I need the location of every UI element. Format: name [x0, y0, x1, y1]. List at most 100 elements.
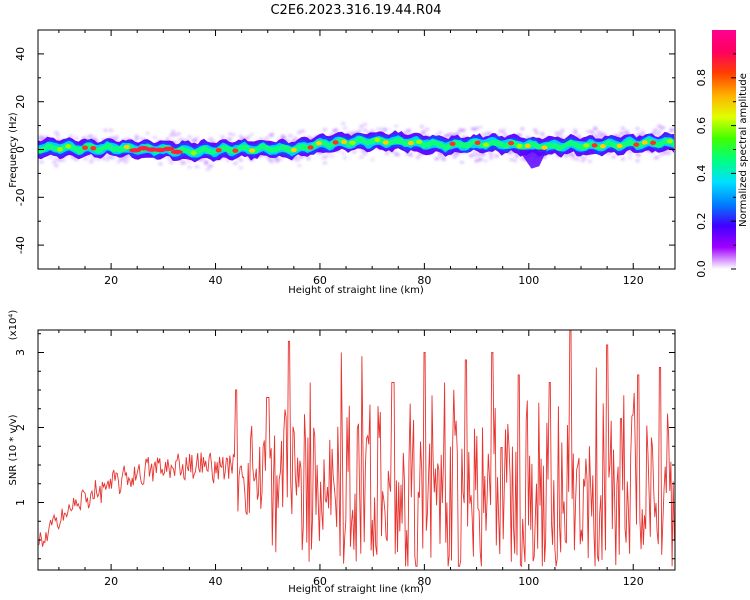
- heat-hot-spot: [474, 140, 481, 145]
- heat-halo-dot: [563, 154, 569, 158]
- heat-halo-dot: [306, 157, 311, 161]
- snr-y-label: SNR (10 * v/v): [8, 414, 19, 485]
- heat-halo-dot: [54, 131, 59, 135]
- heat-halo-dot: [520, 127, 525, 131]
- heat-halo-dot: [121, 158, 127, 162]
- heat-halo-dot: [192, 139, 198, 143]
- colorbar-ticks: 0.0 0.2 0.4 0.6 0.8: [695, 53, 736, 278]
- heat-hot-spot: [583, 143, 590, 148]
- heat-halo-dot: [655, 155, 660, 159]
- heat-hot-spot: [382, 140, 389, 145]
- heat-hot-spot: [81, 145, 88, 150]
- heat-halo-dot: [468, 153, 474, 157]
- heat-halo-dot: [187, 135, 192, 139]
- heat-halo-dot: [134, 134, 139, 139]
- heat-hot-spot: [190, 150, 197, 155]
- heat-hot-spot: [508, 141, 515, 146]
- heat-halo-dot: [571, 153, 576, 157]
- colorbar-tick-label: 0.2: [695, 212, 708, 230]
- heat-halo-dot: [658, 153, 664, 157]
- heat-hot-spot: [307, 145, 314, 150]
- heat-halo-dot: [205, 167, 211, 171]
- heat-halo-dot: [540, 131, 545, 135]
- heat-halo-dot: [501, 128, 507, 132]
- heat-halo-dot: [172, 133, 178, 137]
- heat-halo-dot: [384, 151, 390, 155]
- heat-halo-dot: [532, 128, 538, 132]
- heat-halo-dot: [90, 157, 96, 161]
- heat-halo-dot: [103, 128, 108, 132]
- heat-halo-dot: [534, 131, 540, 135]
- heat-hot-spot: [349, 140, 356, 146]
- spectrogram-y-tick-label: 40: [14, 47, 27, 61]
- heat-halo-dot: [108, 128, 114, 132]
- heat-halo-dot: [330, 154, 335, 158]
- snr-series-line: [38, 330, 675, 568]
- heat-hot-spot: [599, 144, 606, 149]
- heat-halo-dot: [340, 121, 346, 126]
- heat-halo-dot: [370, 129, 375, 133]
- heat-band-dip: [518, 149, 548, 169]
- spectrogram-y-label: Frequency (Hz): [8, 112, 19, 188]
- heat-halo-dot: [448, 132, 454, 136]
- heat-halo-dot: [340, 151, 346, 156]
- heat-halo-dot: [52, 160, 57, 164]
- heat-halo-dot: [55, 133, 61, 137]
- heat-halo-dot: [660, 126, 666, 130]
- heat-halo-dot: [574, 157, 580, 161]
- heat-halo-dot: [54, 164, 59, 168]
- heat-halo-dot: [300, 129, 306, 133]
- spectrogram-y-tick-label: -20: [14, 188, 27, 206]
- heat-halo-dot: [359, 124, 364, 129]
- heat-halo-dot: [342, 156, 348, 160]
- heat-halo-dot: [591, 132, 596, 136]
- heat-halo-dot: [209, 136, 214, 141]
- heat-halo-dot: [596, 130, 602, 134]
- heat-halo-dot: [501, 131, 507, 135]
- spectrogram-x-tick-label: 60: [313, 274, 327, 287]
- heat-hot-spot: [315, 141, 322, 146]
- snr-y-tick-label: 2: [14, 424, 27, 431]
- heat-hot-spot: [482, 142, 489, 147]
- heat-halo-dot: [666, 151, 671, 155]
- heat-halo-dot: [383, 127, 388, 131]
- heat-halo-dot: [231, 133, 236, 137]
- heat-halo-dot: [478, 157, 483, 162]
- heat-halo-dot: [158, 162, 163, 166]
- spectrogram-y-axis: -40 -20 0 20 40: [14, 29, 675, 270]
- heat-halo-dot: [573, 131, 578, 135]
- heat-halo-dot: [657, 124, 662, 128]
- heat-halo-dot: [587, 159, 593, 163]
- heat-halo-dot: [238, 158, 244, 162]
- heat-halo-dot: [39, 160, 44, 164]
- heat-halo-dot: [669, 128, 675, 133]
- heat-halo-dot: [83, 157, 88, 161]
- heat-hot-spot: [374, 137, 381, 142]
- heat-halo-dot: [512, 158, 518, 163]
- heat-halo-dot: [582, 156, 587, 160]
- spectrogram-x-tick-label: 20: [104, 274, 118, 287]
- snr-y-tick-label: 3: [14, 349, 27, 356]
- heat-halo-dot: [116, 160, 121, 164]
- heat-halo-dot: [169, 133, 174, 137]
- snr-x-tick-label: 40: [209, 575, 223, 588]
- spectrogram-y-tick-label: 20: [14, 95, 27, 109]
- snr-x-tick-label: 120: [623, 575, 644, 588]
- heat-hot-spot: [449, 141, 456, 147]
- heat-halo-dot: [107, 155, 112, 159]
- heat-halo-dot: [489, 152, 494, 156]
- heat-halo-dot: [393, 124, 399, 128]
- snr-x-tick-label: 60: [313, 575, 327, 588]
- heat-halo-dot: [278, 157, 284, 161]
- heat-halo-dot: [249, 132, 255, 137]
- heat-hot-spot: [249, 148, 256, 153]
- heat-halo-dot: [379, 127, 384, 131]
- heat-halo-dot: [483, 159, 488, 163]
- heat-halo-dot: [269, 133, 275, 137]
- heat-halo-dot: [61, 158, 66, 162]
- heat-halo-dot: [459, 160, 465, 164]
- heat-halo-dot: [415, 155, 421, 160]
- spectrogram-y-tick-label: -40: [14, 236, 27, 254]
- colorbar: 0.0 0.2 0.4 0.6 0.8 Normalized spectral ampl…: [695, 30, 749, 278]
- heat-halo-dot: [264, 136, 269, 141]
